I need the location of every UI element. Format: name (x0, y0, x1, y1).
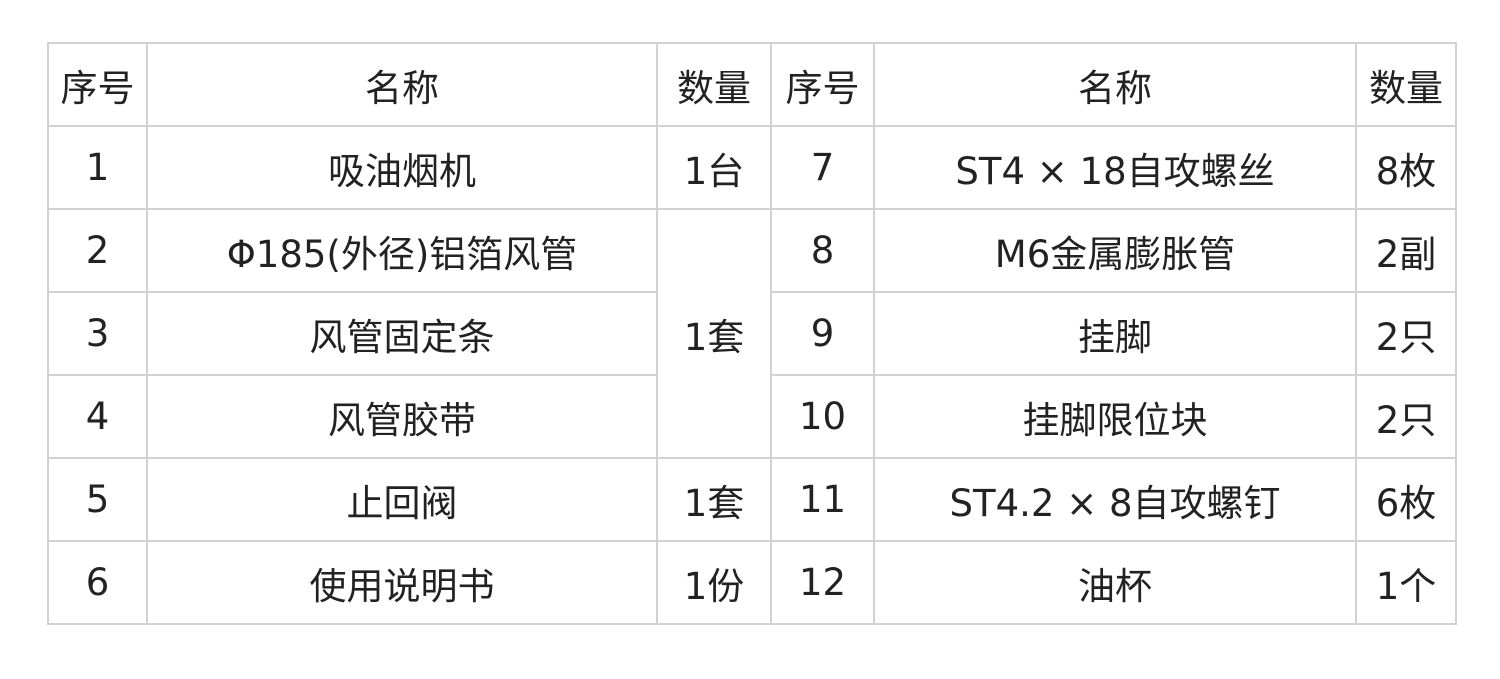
cell-no: 6 (47, 540, 148, 625)
cell-qty: 1套 (656, 457, 772, 542)
header-row: 序号 名称 数量 序号 名称 数量 (47, 42, 1457, 127)
cell-no: 7 (770, 125, 875, 210)
cell-name: 吸油烟机 (146, 125, 658, 210)
cell-qty: 2副 (1355, 208, 1457, 293)
cell-qty: 2只 (1355, 374, 1457, 459)
table-row: 6 使用说明书 1份 12 油杯 1个 (47, 540, 1457, 625)
cell-name: 挂脚 (873, 291, 1357, 376)
cell-name: 风管固定条 (146, 291, 658, 376)
table-row: 4 风管胶带 10 挂脚限位块 2只 (47, 374, 1457, 459)
cell-qty: 6枚 (1355, 457, 1457, 542)
header-cell-qty: 数量 (1355, 42, 1457, 127)
cell-no: 5 (47, 457, 148, 542)
cell-qty: 1台 (656, 125, 772, 210)
cell-qty: 1套 (656, 208, 772, 459)
table-row: 5 止回阀 1套 11 ST4.2 × 8自攻螺钉 6枚 (47, 457, 1457, 542)
cell-qty: 8枚 (1355, 125, 1457, 210)
cell-no: 1 (47, 125, 148, 210)
cell-name: 风管胶带 (146, 374, 658, 459)
cell-name: ST4 × 18自攻螺丝 (873, 125, 1357, 210)
cell-name: 油杯 (873, 540, 1357, 625)
parts-list-table: 序号 名称 数量 序号 名称 数量 1 吸油烟机 1台 7 ST4 × 18自攻螺丝 8枚… (47, 42, 1457, 625)
header-cell-no: 序号 (47, 42, 148, 127)
cell-qty: 2只 (1355, 291, 1457, 376)
cell-no: 11 (770, 457, 875, 542)
cell-name: M6金属膨胀管 (873, 208, 1357, 293)
cell-no: 2 (47, 208, 148, 293)
cell-name: ST4.2 × 8自攻螺钉 (873, 457, 1357, 542)
cell-name: 挂脚限位块 (873, 374, 1357, 459)
cell-name: Φ185(外径)铝箔风管 (146, 208, 658, 293)
cell-qty: 1份 (656, 540, 772, 625)
cell-no: 3 (47, 291, 148, 376)
cell-qty: 1个 (1355, 540, 1457, 625)
cell-no: 10 (770, 374, 875, 459)
cell-no: 4 (47, 374, 148, 459)
header-cell-name: 名称 (873, 42, 1357, 127)
cell-name: 止回阀 (146, 457, 658, 542)
table-body: 序号 名称 数量 序号 名称 数量 1 吸油烟机 1台 7 ST4 × 18自攻螺丝 8枚… (47, 42, 1457, 625)
cell-name: 使用说明书 (146, 540, 658, 625)
cell-no: 8 (770, 208, 875, 293)
header-cell-name: 名称 (146, 42, 658, 127)
table-row: 1 吸油烟机 1台 7 ST4 × 18自攻螺丝 8枚 (47, 125, 1457, 210)
cell-no: 9 (770, 291, 875, 376)
table-row: 3 风管固定条 9 挂脚 2只 (47, 291, 1457, 376)
header-cell-qty: 数量 (656, 42, 772, 127)
cell-no: 12 (770, 540, 875, 625)
table-row: 2 Φ185(外径)铝箔风管 1套 8 M6金属膨胀管 2副 (47, 208, 1457, 459)
header-cell-no: 序号 (770, 42, 875, 127)
